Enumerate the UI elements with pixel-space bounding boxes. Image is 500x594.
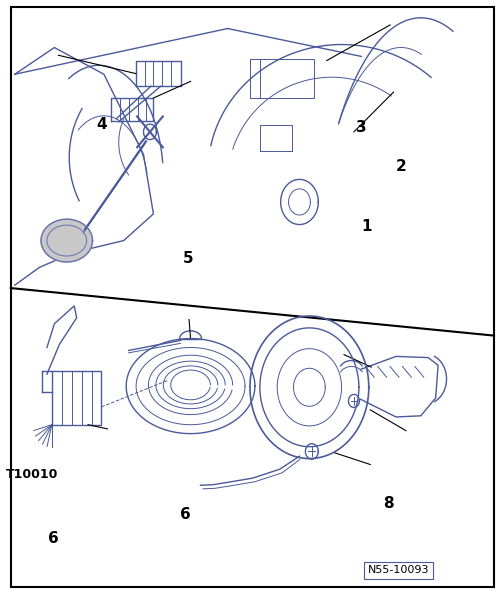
Text: 5: 5: [183, 251, 194, 266]
Text: 7: 7: [381, 564, 392, 579]
Polygon shape: [41, 219, 92, 262]
Text: 6: 6: [48, 531, 59, 546]
Text: N55-10093: N55-10093: [368, 565, 429, 575]
Text: 8: 8: [384, 496, 394, 511]
Text: 6: 6: [180, 507, 191, 523]
Text: T10010: T10010: [6, 467, 59, 481]
Text: 1: 1: [361, 219, 372, 235]
Text: 2: 2: [396, 159, 406, 174]
Text: 4: 4: [96, 117, 106, 132]
Text: 3: 3: [356, 120, 366, 135]
